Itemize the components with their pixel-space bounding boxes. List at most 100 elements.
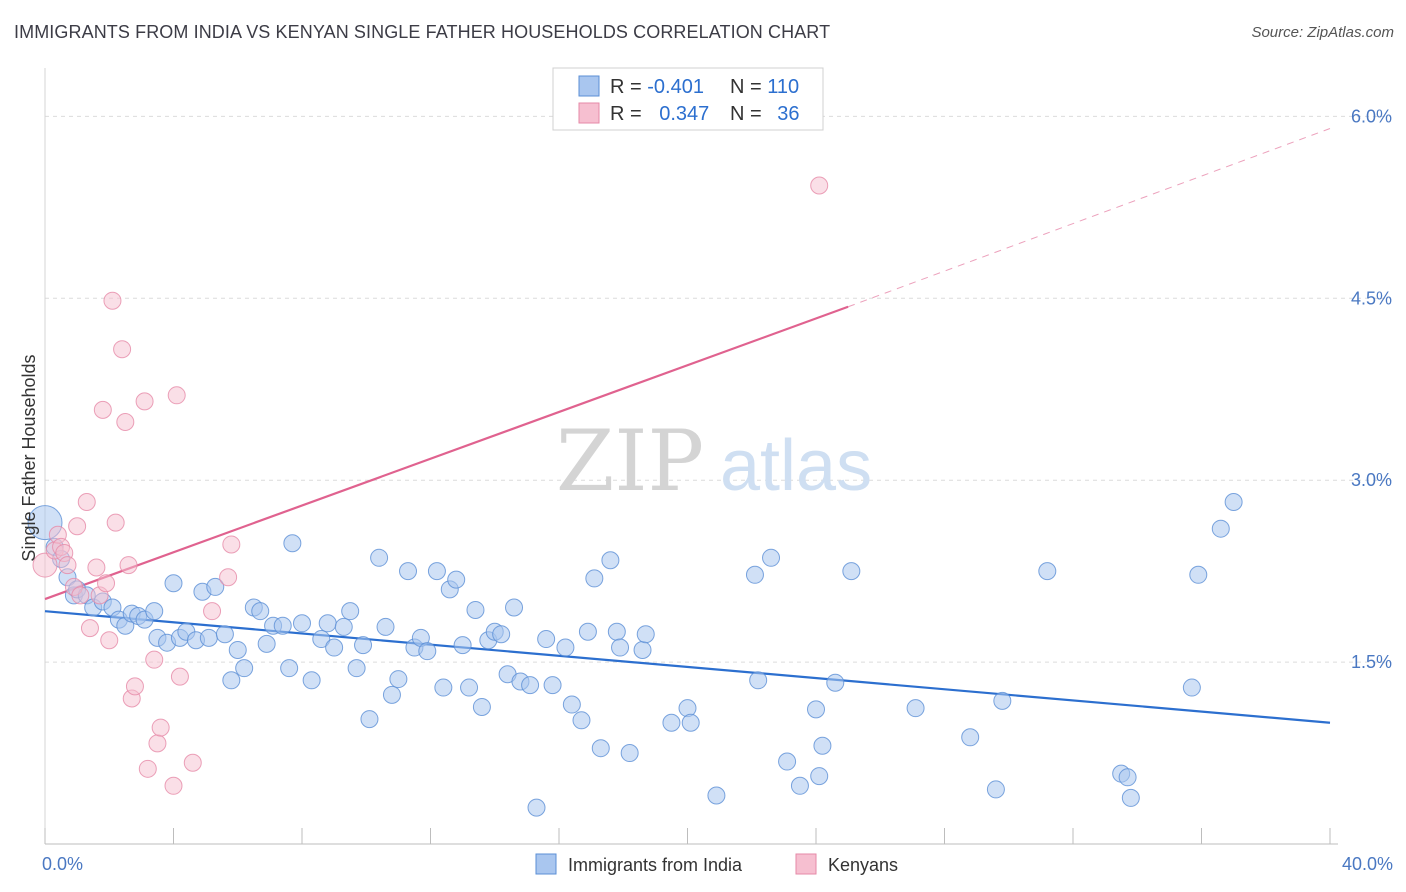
legend-r-value-kenyans: 0.347 bbox=[659, 103, 709, 125]
india-point bbox=[807, 700, 825, 719]
bottom-legend-swatch-kenyans bbox=[795, 853, 817, 875]
y-tick-labels: 1.5% 3.0% 4.5% 6.0% bbox=[1351, 106, 1392, 672]
kenyan-point bbox=[97, 574, 116, 593]
india-point bbox=[578, 622, 597, 641]
y-tick-label: 4.5% bbox=[1351, 288, 1392, 308]
svg-text:N = 36: N = 36 bbox=[730, 103, 800, 125]
india-point bbox=[678, 699, 697, 718]
kenyan-point bbox=[100, 631, 119, 650]
legend-swatch-kenyans bbox=[578, 102, 600, 124]
india-point bbox=[826, 673, 845, 692]
india-point bbox=[745, 565, 764, 584]
y-tick-label: 1.5% bbox=[1351, 652, 1392, 672]
bottom-legend-swatch-india bbox=[535, 853, 557, 875]
india-point bbox=[505, 598, 524, 617]
kenyan-point bbox=[164, 776, 183, 795]
kenyan-point bbox=[203, 602, 222, 621]
india-point bbox=[543, 676, 562, 695]
india-point bbox=[228, 640, 247, 659]
kenyan-point bbox=[125, 677, 144, 696]
india-point bbox=[427, 562, 446, 581]
india-point bbox=[453, 636, 472, 655]
india-point bbox=[572, 711, 591, 730]
kenyan-point bbox=[87, 558, 106, 577]
axes bbox=[44, 68, 1338, 845]
india-point bbox=[556, 638, 575, 657]
india-point bbox=[222, 671, 241, 690]
india-point bbox=[906, 699, 925, 718]
kenyan-point bbox=[810, 176, 829, 195]
india-point bbox=[354, 636, 373, 655]
india-point bbox=[810, 767, 829, 786]
y-tick-label: 3.0% bbox=[1351, 470, 1392, 490]
kenyan-point bbox=[58, 556, 77, 575]
india-point bbox=[472, 697, 491, 716]
india-point bbox=[199, 628, 218, 647]
india-point bbox=[961, 728, 980, 747]
india-point bbox=[585, 569, 604, 588]
india-point bbox=[537, 630, 556, 649]
india-point bbox=[347, 659, 366, 678]
india-point bbox=[325, 638, 344, 657]
y-axis-label: Single Father Households bbox=[19, 354, 39, 561]
india-point bbox=[206, 577, 225, 596]
india-point bbox=[389, 670, 408, 689]
trend-lines bbox=[44, 128, 1331, 724]
india-point bbox=[447, 570, 466, 589]
gridlines bbox=[45, 115, 1390, 663]
kenyan-point bbox=[167, 386, 186, 405]
india-point bbox=[399, 562, 418, 581]
india-point bbox=[312, 630, 331, 649]
india-point bbox=[492, 625, 511, 644]
legend-swatch-india bbox=[578, 75, 600, 97]
india-point bbox=[607, 622, 626, 641]
india-point bbox=[662, 713, 681, 732]
kenyan-point bbox=[170, 667, 189, 686]
india-point bbox=[334, 617, 353, 636]
watermark-atlas: atlas bbox=[720, 426, 872, 506]
india-point bbox=[591, 739, 610, 758]
bottom-legend-label-india: Immigrants from India bbox=[568, 855, 743, 875]
india-point bbox=[251, 602, 270, 621]
india-point bbox=[1211, 519, 1230, 538]
legend-n-label-india: N = bbox=[730, 76, 767, 98]
source-label: Source: ZipAtlas.com bbox=[1251, 24, 1394, 41]
kenyan-point bbox=[222, 535, 241, 554]
india-point bbox=[1038, 562, 1057, 581]
india-point bbox=[164, 574, 183, 593]
kenyan-point bbox=[116, 412, 135, 431]
x-tick-label-max: 40.0% bbox=[1342, 854, 1393, 874]
kenyan-point bbox=[93, 400, 112, 419]
india-point bbox=[257, 634, 276, 653]
india-trend-line bbox=[44, 610, 1331, 724]
svg-text:R = 0.347: R = 0.347 bbox=[610, 103, 709, 125]
kenyan-trend-extension bbox=[847, 128, 1331, 308]
kenyan-point bbox=[103, 291, 122, 310]
kenyan-point bbox=[119, 556, 138, 575]
india-point bbox=[215, 625, 234, 644]
india-point bbox=[681, 713, 700, 732]
india-point bbox=[293, 614, 311, 633]
india-point bbox=[601, 551, 620, 570]
india-point bbox=[790, 776, 809, 795]
kenyan-trend-line bbox=[44, 305, 849, 601]
india-point bbox=[341, 602, 360, 621]
kenyan-point bbox=[148, 734, 167, 753]
india-point bbox=[778, 752, 797, 771]
india-point bbox=[749, 671, 768, 690]
india-point bbox=[636, 625, 655, 644]
kenyan-point bbox=[138, 759, 157, 778]
india-point bbox=[360, 710, 379, 729]
india-point bbox=[318, 614, 337, 633]
kenyan-point bbox=[106, 513, 125, 532]
kenyan-point bbox=[151, 718, 170, 737]
x-tick-labels: 0.0% 40.0% bbox=[42, 854, 1393, 874]
india-point bbox=[633, 640, 652, 659]
india-point bbox=[762, 548, 781, 567]
india-point bbox=[376, 617, 395, 636]
india-point bbox=[1224, 493, 1243, 512]
india-point bbox=[1189, 565, 1208, 584]
kenyan-point bbox=[71, 586, 90, 605]
india-point bbox=[145, 602, 164, 621]
